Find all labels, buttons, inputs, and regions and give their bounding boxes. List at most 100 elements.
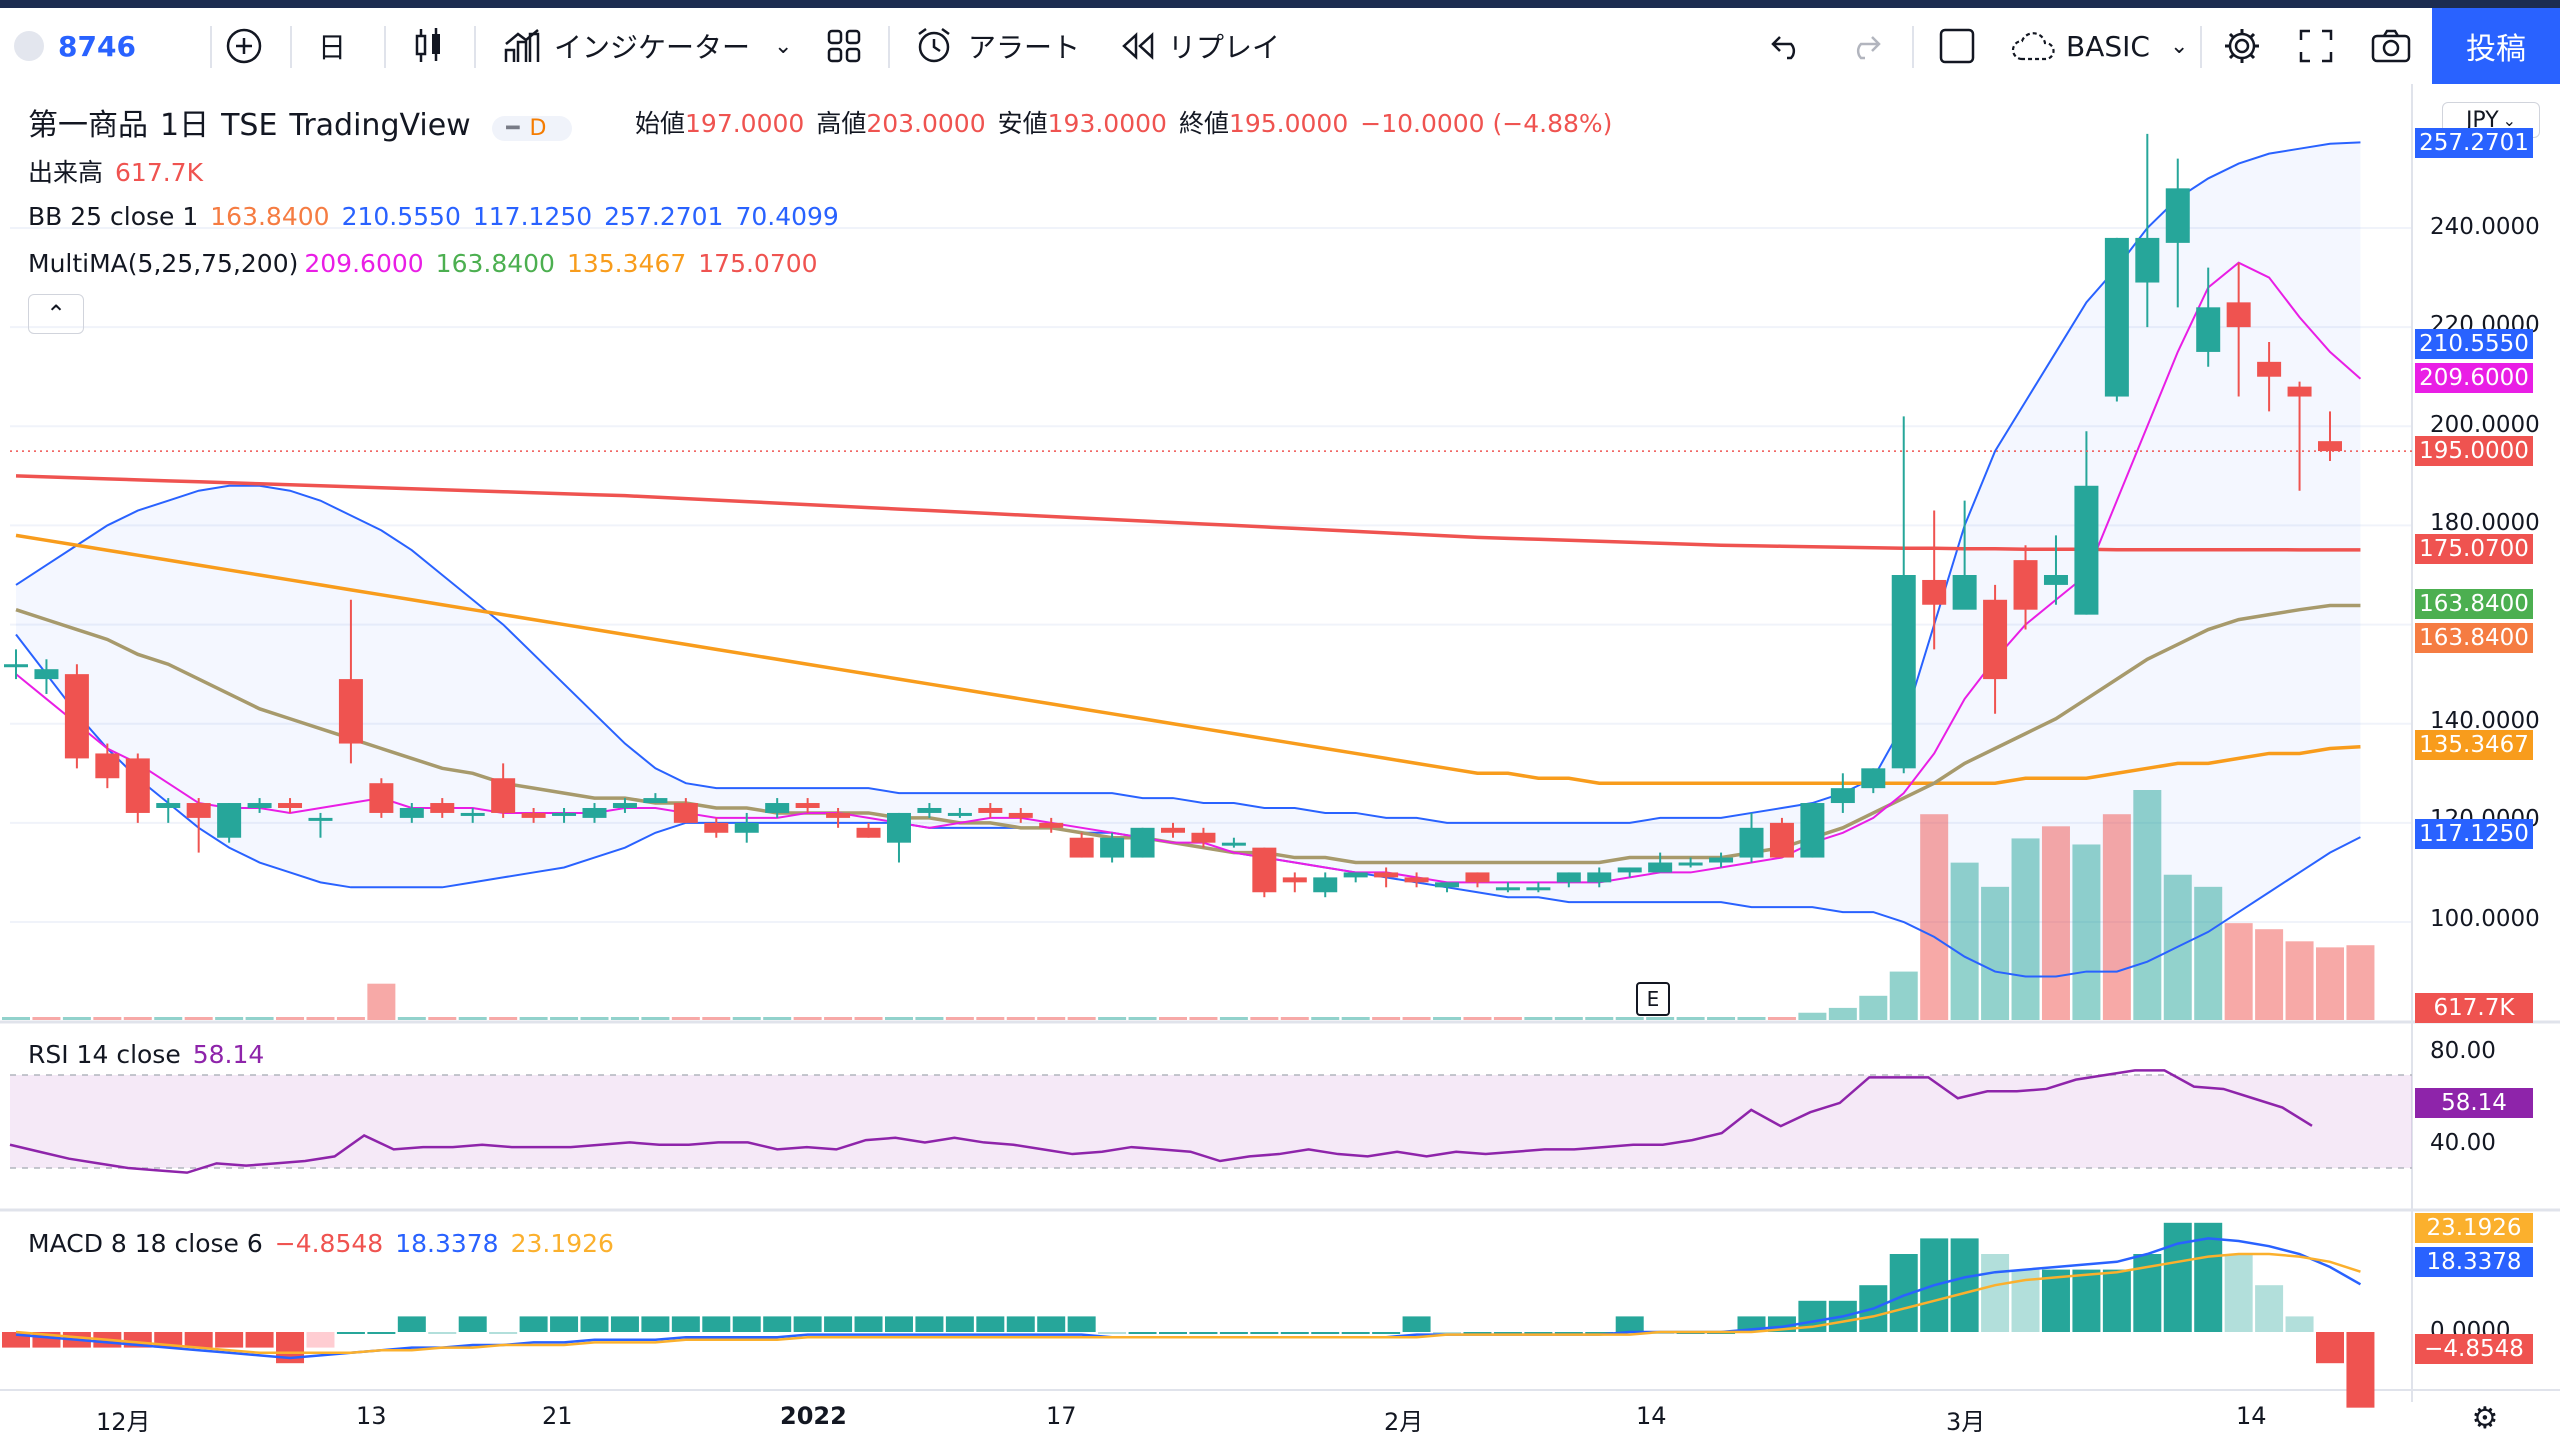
macd-histogram-bar xyxy=(1433,1332,1462,1334)
macd-histogram-bar xyxy=(2285,1316,2314,1332)
candle-body xyxy=(1891,575,1916,769)
time-axis-label: 3月 xyxy=(1946,1408,1986,1436)
rsi-value-tag: 58.14 xyxy=(2415,1088,2533,1118)
volume-bar xyxy=(2346,945,2375,1020)
candle-body xyxy=(1830,788,1855,804)
fullscreen-button[interactable] xyxy=(2298,8,2334,84)
candle-body xyxy=(1648,862,1673,873)
signal-line xyxy=(15,1252,2361,1355)
volume-bar xyxy=(93,1017,122,1020)
rsi-line xyxy=(9,1069,2313,1174)
chart-canvas[interactable] xyxy=(0,84,2560,1449)
volume-bar xyxy=(2041,826,2070,1020)
chart-header: 第一商品 1日 TSE TradingView ━ D xyxy=(28,100,584,144)
candle-body xyxy=(856,827,881,838)
volume-bar xyxy=(671,1017,700,1020)
alert-button[interactable]: アラート xyxy=(914,8,1080,84)
legend-collapse-button[interactable]: ⌃ xyxy=(28,294,84,334)
volume-bar xyxy=(1767,1017,1796,1020)
candle-body xyxy=(1282,877,1307,883)
volume-bar xyxy=(1859,995,1888,1020)
time-axis-label: 17 xyxy=(1046,1402,1077,1430)
candle-body xyxy=(2196,307,2221,352)
macd-histogram-bar xyxy=(763,1316,792,1332)
candle-body xyxy=(1039,822,1064,828)
macd-histogram-bar xyxy=(1372,1332,1401,1334)
flag-badge[interactable]: ━ D xyxy=(492,116,573,141)
macd-histogram-bar xyxy=(824,1316,853,1332)
macd-histogram-bar xyxy=(1615,1316,1644,1332)
bb-upper-price-tag: 257.2701 xyxy=(2415,128,2533,158)
ma200-price-tag: 175.0700 xyxy=(2415,534,2533,564)
post-button[interactable]: 投稿 xyxy=(2432,8,2560,84)
volume-bar xyxy=(976,1017,1005,1020)
candle-body xyxy=(1191,832,1216,843)
macd-histogram-bar xyxy=(1524,1332,1553,1334)
macd-legend[interactable]: MACD 8 18 close 6 −4.8548 18.3378 23.1926 xyxy=(28,1229,614,1258)
toolbar-divider xyxy=(384,26,386,68)
candle-body xyxy=(1221,842,1246,846)
volume-bar xyxy=(884,1017,913,1020)
macd-histogram-bar xyxy=(641,1316,670,1332)
axis-settings-button[interactable]: ⚙ xyxy=(2465,1398,2505,1438)
undo-button[interactable] xyxy=(1770,8,1806,84)
macd-histogram-bar xyxy=(1250,1332,1279,1334)
macd-histogram-bar xyxy=(945,1316,974,1332)
volume-bar xyxy=(1493,1017,1522,1020)
volume-bar xyxy=(245,1017,274,1020)
candle-body xyxy=(34,669,59,680)
symbol-search[interactable]: 8746 xyxy=(14,8,136,84)
ma25-price-tag: 163.8400 xyxy=(2415,589,2533,619)
macd-histogram-bar xyxy=(2346,1332,2375,1408)
chevron-up-icon: ⌃ xyxy=(45,300,67,328)
volume-bar xyxy=(1067,1017,1096,1020)
macd-histogram-bar xyxy=(306,1332,335,1348)
redo-button[interactable] xyxy=(1846,8,1882,84)
candle-body xyxy=(2287,386,2312,397)
rsi-legend[interactable]: RSI 14 close 58.14 xyxy=(28,1040,265,1069)
indicators-button[interactable]: インジケーター ⌄ xyxy=(502,8,792,84)
chart-type-button[interactable] xyxy=(410,8,446,84)
macd-histogram-bar xyxy=(1006,1316,1035,1332)
candle-body xyxy=(1374,872,1399,878)
layout-menu-button[interactable]: BASIC ⌄ xyxy=(2010,8,2188,84)
interval-label: 1日 xyxy=(160,108,210,143)
candle-body xyxy=(247,803,272,808)
replay-button[interactable]: リプレイ xyxy=(1120,8,1280,84)
toolbar-divider xyxy=(474,26,476,68)
candle-body xyxy=(1343,872,1368,878)
volume-bar xyxy=(336,1017,365,1020)
macd-histogram-bar xyxy=(458,1316,487,1332)
multima-legend[interactable]: MultiMA(5,25,75,200) 209.6000 163.8400 135.… xyxy=(28,249,818,278)
volume-bar xyxy=(2011,838,2040,1020)
candle-body xyxy=(369,783,394,813)
grid-icon xyxy=(827,29,861,63)
volume-legend[interactable]: 出来高 617.7K xyxy=(28,158,203,187)
macd-histogram-bar xyxy=(1189,1332,1218,1334)
fullscreen-toggle-button[interactable] xyxy=(1938,8,1976,84)
volume-bar xyxy=(1311,1017,1340,1020)
candle-body xyxy=(795,803,820,808)
gear-icon xyxy=(2225,29,2259,63)
bb-legend[interactable]: BB 25 close 1 163.8400 210.5550 117.1250 257… xyxy=(28,202,839,231)
volume-bar xyxy=(1585,1017,1614,1020)
earnings-marker[interactable]: E xyxy=(1636,982,1670,1016)
snapshot-button[interactable] xyxy=(2370,8,2412,84)
bb-basis-price-tag: 210.5550 xyxy=(2415,329,2533,359)
candle-body xyxy=(2043,575,2068,585)
ma200-line xyxy=(15,474,2361,552)
candle-body xyxy=(582,807,607,818)
compare-add-button[interactable] xyxy=(222,8,266,84)
volume-bar xyxy=(793,1017,822,1020)
interval-button[interactable]: 日 xyxy=(318,31,347,64)
exchange-label: TSE xyxy=(221,108,278,143)
layouts-button[interactable] xyxy=(826,8,862,84)
bb-basis-price-tag: 163.8400 xyxy=(2415,623,2533,653)
ohlc-values: 始値197.0000 高値203.0000 安値193.0000 終値195.0000… xyxy=(635,109,1613,138)
symbol-logo-icon xyxy=(14,31,44,61)
macd-histogram-bar xyxy=(2102,1269,2131,1332)
volume-bar xyxy=(2255,929,2284,1020)
volume-bar xyxy=(1707,1017,1736,1020)
bb-lower-price-tag: 117.1250 xyxy=(2415,819,2533,849)
settings-button[interactable] xyxy=(2222,8,2262,84)
